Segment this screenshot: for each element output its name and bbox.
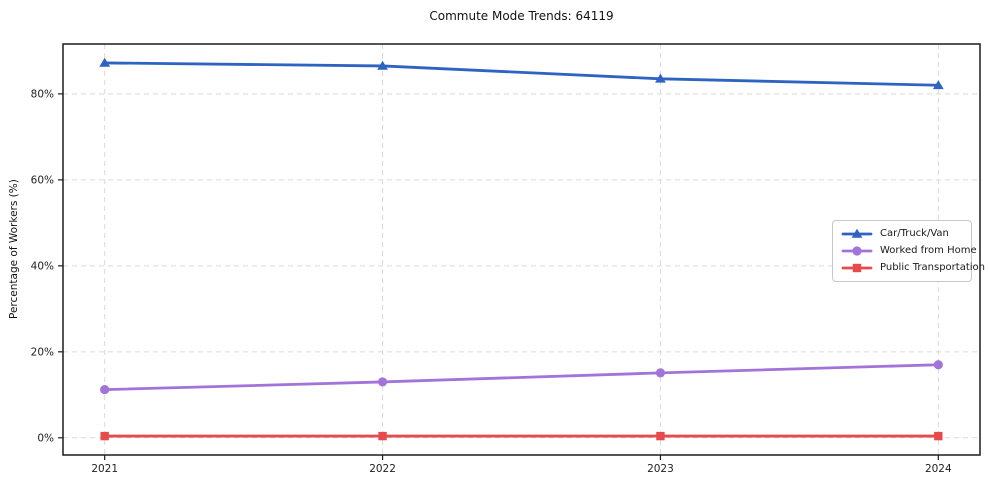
legend-item-car-truck-van: Car/Truck/Van — [841, 228, 963, 240]
series-line — [103, 363, 940, 392]
axis-ticks: 0% 20% 40% 60% 80% 2021 2022 2023 2024 — [31, 88, 952, 475]
chart-title: Commute Mode Trends: 64119 — [429, 9, 614, 23]
plot-border — [62, 43, 981, 456]
legend-item-worked-from-home: Worked from Home — [841, 245, 977, 257]
legend-circle-icon — [841, 246, 873, 256]
y-tick-label: 40% — [31, 260, 54, 272]
y-tick-label: 20% — [31, 346, 54, 358]
legend-item-public-transportation: Public Transportation — [841, 262, 985, 274]
x-tick-label: 2023 — [647, 463, 674, 475]
legend-triangle-up-icon — [841, 228, 873, 238]
x-tick-label: 2022 — [369, 463, 396, 475]
x-tick-label: 2021 — [91, 463, 118, 475]
y-tick-label: 60% — [31, 174, 54, 186]
y-tick-label: 80% — [31, 88, 54, 100]
series-public-transportation — [100, 431, 943, 441]
series-worked-from-home — [100, 360, 943, 395]
legend-label: Public Transportation — [880, 262, 985, 273]
x-tick-label: 2024 — [925, 463, 952, 475]
legend-square-icon — [841, 263, 873, 273]
legend: Car/Truck/Van Worked from Home Public Tran… — [832, 220, 985, 282]
series-car-truck-van — [99, 57, 944, 90]
legend-label: Worked from Home — [880, 245, 977, 256]
y-tick-label: 0% — [37, 432, 54, 444]
legend-label: Car/Truck/Van — [880, 228, 949, 239]
series-line — [103, 61, 940, 87]
